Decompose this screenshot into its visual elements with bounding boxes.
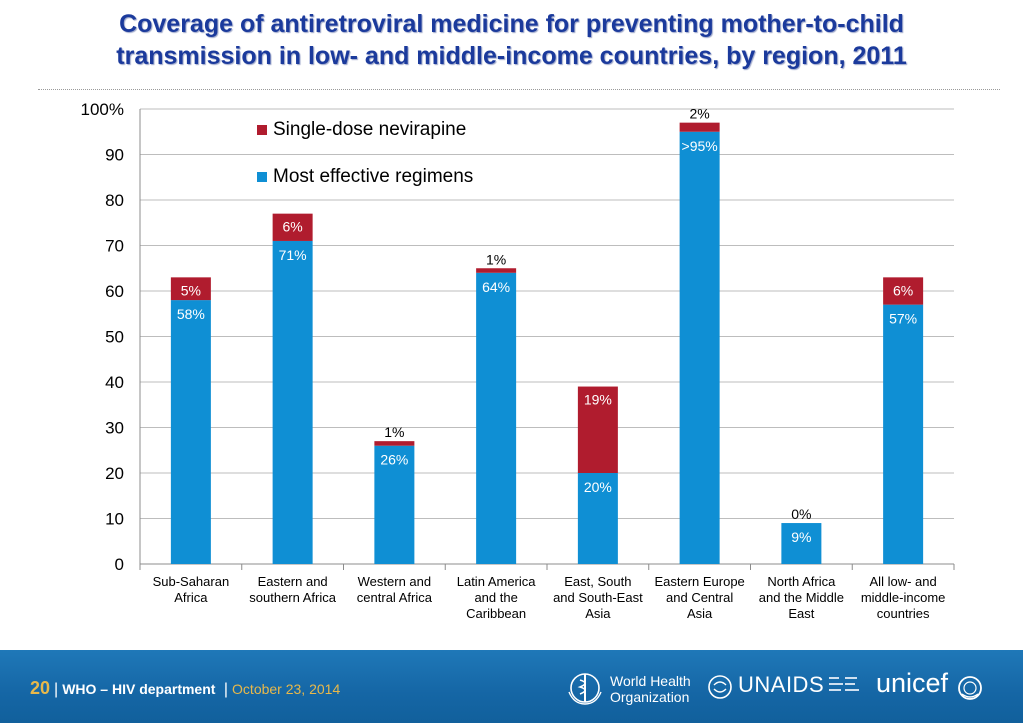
y-tick-label: 20 (105, 464, 124, 483)
bar-most-effective (781, 523, 822, 564)
stacked-bar-chart: 0102030405060708090100%58%5%Sub-SaharanA… (81, 100, 955, 621)
bar-single-dose (577, 386, 618, 473)
footer-separator-2: | (223, 681, 229, 698)
data-label-most-effective: 71% (279, 247, 307, 263)
data-label-most-effective: 58% (177, 306, 205, 322)
page-number: 20 (30, 678, 51, 698)
x-category-label: East (788, 606, 814, 621)
data-label-single-dose: 6% (893, 282, 913, 298)
unicef-emblem-icon (958, 676, 982, 700)
title-divider (38, 89, 1000, 90)
footer-bar: 20 | WHO – HIV department | October 23, 201… (0, 650, 1023, 723)
unaids-cosponsor-marks (829, 677, 859, 691)
y-tick-label: 0 (115, 555, 124, 574)
data-label-most-effective: 9% (791, 529, 811, 545)
slide-title: Coverage of antiretroviral medicine for … (0, 8, 1023, 72)
y-tick-label: 30 (105, 419, 124, 438)
x-category-label: and the Middle (759, 590, 844, 605)
x-category-label: Sub-Saharan (153, 574, 230, 589)
x-category-label: Caribbean (466, 606, 526, 621)
data-label-single-dose: 1% (486, 251, 506, 267)
y-tick-label: 70 (105, 237, 124, 256)
data-label-most-effective: 64% (482, 279, 510, 295)
data-label-most-effective: 26% (380, 452, 408, 468)
x-category-label: Asia (585, 606, 611, 621)
x-category-label: Asia (687, 606, 713, 621)
data-label-single-dose: 5% (181, 282, 201, 298)
who-emblem-icon (568, 673, 602, 705)
slide-title-line-1: Coverage of antiretroviral medicine for … (119, 10, 904, 38)
x-category-label: North Africa (767, 574, 836, 589)
unaids-emblem-icon (708, 675, 732, 699)
x-category-label: countries (877, 606, 930, 621)
unicef-logo: unicef (876, 668, 991, 710)
data-label-most-effective: 57% (889, 311, 917, 327)
unaids-logo: UNAIDS (706, 670, 866, 710)
legend-label: Most effective regimens (273, 166, 473, 187)
bar-most-effective (170, 300, 211, 564)
y-tick-label: 10 (105, 510, 124, 529)
y-tick-label: 60 (105, 282, 124, 301)
bar-most-effective (374, 445, 415, 564)
y-tick-label: 100% (81, 100, 124, 119)
x-category-label: All low- and (870, 574, 937, 589)
who-logo: World Health Organization (566, 670, 691, 710)
x-category-label: Western and (358, 574, 431, 589)
y-tick-label: 50 (105, 328, 124, 347)
x-category-label: East, South (564, 574, 631, 589)
who-wordmark-line-1: World Health (610, 673, 691, 689)
bar-most-effective (577, 473, 618, 564)
x-category-label: and the (474, 590, 517, 605)
bar-most-effective (883, 304, 924, 564)
x-category-label: Africa (174, 590, 208, 605)
data-label-single-dose: 2% (690, 106, 710, 122)
data-label-single-dose: 6% (283, 219, 303, 235)
bar-single-dose (374, 441, 415, 446)
footer-date: October 23, 2014 (232, 681, 341, 697)
data-label-single-dose: 0% (791, 506, 811, 522)
y-tick-label: 90 (105, 146, 124, 165)
bar-single-dose (170, 277, 211, 301)
bar-most-effective (272, 240, 313, 564)
data-label-single-dose: 19% (584, 392, 612, 408)
bar-single-dose (883, 277, 924, 305)
x-category-label: southern Africa (249, 590, 336, 605)
x-category-label: Eastern and (258, 574, 328, 589)
footer-info: 20 | WHO – HIV department | October 23, 201… (30, 678, 340, 699)
x-category-label: middle-income (861, 590, 946, 605)
footer-department: WHO – HIV department (62, 681, 216, 697)
bar-most-effective (679, 131, 720, 564)
data-label-single-dose: 1% (384, 424, 404, 440)
data-label-most-effective: >95% (682, 138, 718, 154)
legend-swatch (257, 172, 267, 182)
slide-title-line-2: transmission in low- and middle-income c… (116, 42, 907, 70)
who-wordmark: World Health Organization (610, 673, 691, 705)
y-tick-label: 80 (105, 191, 124, 210)
x-category-label: and South-East (553, 590, 643, 605)
bar-most-effective (476, 272, 517, 564)
footer-separator: | (54, 681, 59, 698)
legend-label: Single-dose nevirapine (273, 119, 466, 140)
unicef-wordmark: unicef (876, 668, 949, 698)
unaids-wordmark: UNAIDS (738, 672, 825, 697)
bar-single-dose (272, 213, 313, 241)
data-label-most-effective: 20% (584, 479, 612, 495)
who-wordmark-line-2: Organization (610, 689, 690, 705)
bar-single-dose (679, 122, 720, 132)
y-tick-label: 40 (105, 373, 124, 392)
x-category-label: Latin America (457, 574, 537, 589)
legend-swatch (257, 125, 267, 135)
x-category-label: and Central (666, 590, 733, 605)
x-category-label: Eastern Europe (654, 574, 744, 589)
bar-single-dose (476, 268, 517, 273)
x-category-label: central Africa (357, 590, 433, 605)
